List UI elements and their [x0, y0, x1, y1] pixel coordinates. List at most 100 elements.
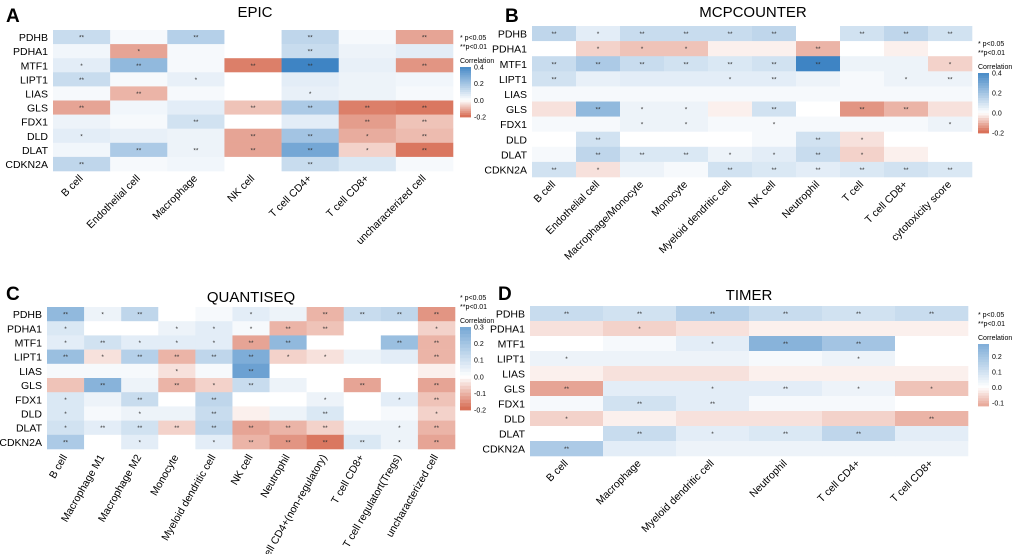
colorbar-segment — [978, 349, 989, 353]
significance-mark: ** — [397, 340, 403, 347]
column-label: B cell — [531, 179, 558, 206]
heatmap-cell — [530, 426, 604, 442]
heatmap-cell — [158, 321, 196, 336]
panel-d: D TIMER** ** ** ** ** **** ** *** *** * ** * *** *** **… — [482, 284, 1012, 535]
significance-mark: * — [773, 152, 776, 159]
significance-mark: ** — [79, 77, 85, 84]
column-label: Neutrophil — [780, 179, 822, 221]
heatmap-cell — [343, 434, 382, 450]
colorbar-segment — [460, 85, 471, 89]
heatmap-cell — [532, 161, 577, 178]
heatmap-cell — [664, 26, 709, 42]
significance-mark: ** — [360, 383, 366, 390]
colorbar-segment — [460, 73, 471, 76]
colorbar-segment — [978, 369, 989, 373]
column-label: Myeloid dendritic cell — [657, 179, 734, 256]
significance-mark: * — [930, 386, 933, 393]
significance-mark: * — [857, 386, 860, 393]
significance-mark: * — [213, 383, 216, 390]
panel-b: B MCPCOUNTER** * ** ** ** ** ** ** *** * * **** ** ** *… — [484, 4, 1012, 263]
significance-mark: ** — [63, 312, 69, 319]
significance-mark: ** — [595, 137, 601, 144]
heatmap-cell — [158, 406, 196, 421]
heatmap-cell — [343, 392, 382, 407]
heatmap-cell — [676, 366, 750, 382]
heatmap-cell — [532, 56, 577, 72]
significance-mark: ** — [710, 311, 716, 318]
heatmap-cell — [167, 44, 225, 59]
heatmap-cell — [53, 72, 111, 87]
heatmap-cell — [232, 406, 270, 421]
heatmap-cell — [232, 392, 270, 407]
column-label: T cell CD8+ — [888, 458, 935, 505]
colorbar-segment — [460, 361, 471, 366]
column-label: Macrophage — [594, 458, 644, 508]
row-label: CDKN2A — [5, 159, 48, 171]
heatmap-cell — [708, 56, 753, 72]
heatmap-cell — [121, 420, 159, 436]
colorbar-segment — [978, 98, 989, 101]
heatmap-cell — [224, 156, 282, 172]
heatmap-cell — [338, 44, 397, 59]
significance-mark: ** — [783, 341, 789, 348]
significance-mark: ** — [174, 354, 180, 361]
heatmap-cell — [840, 71, 885, 87]
heatmap-cell — [532, 146, 577, 163]
significance-mark: ** — [637, 431, 643, 438]
heatmap-cell — [121, 321, 159, 336]
heatmap-cell — [110, 156, 168, 172]
heatmap-cell — [343, 420, 382, 436]
heatmap-cell — [603, 396, 677, 412]
heatmap-cell — [620, 26, 665, 42]
colorbar-segment — [978, 372, 989, 376]
significance-mark: ** — [422, 63, 428, 70]
colorbar-segment — [978, 103, 989, 106]
heatmap-cell — [224, 142, 282, 158]
colorbar-tick-label: 0.3 — [474, 325, 484, 332]
colorbar-segment — [460, 114, 471, 118]
colorbar-segment — [460, 365, 471, 369]
significance-mark: * — [309, 91, 312, 98]
column-label: T cell CD8+ — [324, 173, 371, 220]
colorbar-segment — [978, 95, 989, 99]
heatmap-cell — [306, 392, 345, 407]
heatmap-cell — [895, 396, 969, 412]
significance-mark: ** — [771, 61, 777, 68]
heatmap-cell — [928, 101, 973, 117]
colorbar-segment — [460, 330, 471, 335]
colorbar-tick-label: 0.1 — [474, 358, 484, 365]
significance-mark: ** — [947, 31, 953, 38]
colorbar-segment — [978, 364, 989, 368]
heatmap-cell — [195, 378, 233, 393]
significance-mark: * — [638, 326, 641, 333]
heatmap-cell — [306, 378, 345, 393]
significance-mark: * — [287, 354, 290, 361]
significance-mark: * — [729, 76, 732, 83]
heatmap-cell — [269, 434, 307, 450]
panel-c: C QUANTISEQ** * ** * ** ** ** *** * * * ** ** ** ** * * * *… — [0, 284, 494, 559]
heatmap-cell — [343, 321, 382, 336]
heatmap-cell — [224, 72, 282, 87]
row-label: LIAS — [504, 89, 527, 101]
colorbar-segment — [460, 104, 471, 107]
heatmap-cell — [47, 378, 85, 393]
significance-mark: ** — [551, 61, 557, 68]
heatmap-cell — [195, 392, 233, 407]
heatmap-cell — [620, 101, 665, 117]
heatmap-cell — [380, 307, 419, 322]
heatmap-cell — [306, 335, 345, 350]
colorbar-segment — [978, 346, 989, 350]
heatmap-cell — [343, 335, 382, 350]
significance-mark: ** — [683, 152, 689, 159]
legend-p01: **p<0.01 — [978, 50, 1005, 57]
colorbar-tick-label: 0.2 — [474, 81, 484, 88]
heatmap-cell — [928, 146, 973, 163]
row-label: LIAS — [19, 366, 42, 378]
column-label: B cell — [59, 173, 86, 200]
heatmap-cell — [167, 86, 225, 101]
colorbar-tick-label: -0.2 — [474, 115, 486, 122]
heatmap-cell — [84, 434, 122, 450]
heatmap-cell — [224, 128, 282, 144]
column-label: Endothelial cell — [84, 173, 142, 231]
